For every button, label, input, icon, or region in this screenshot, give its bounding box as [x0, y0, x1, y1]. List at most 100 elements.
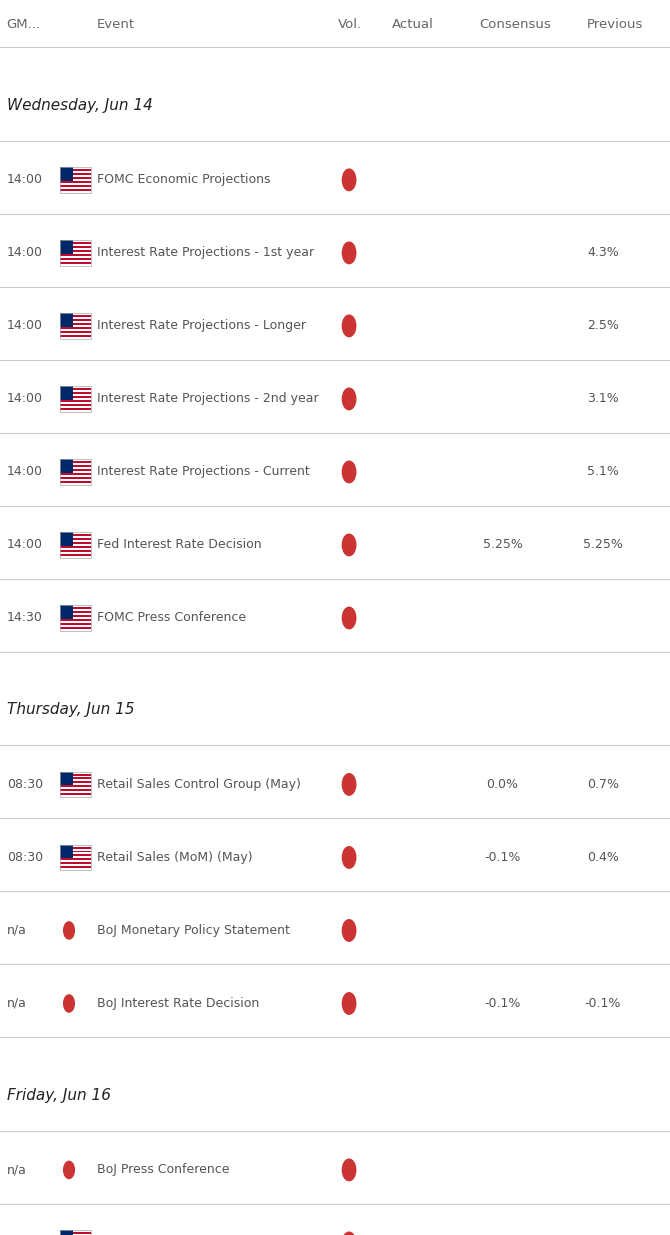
Bar	[60, 459, 72, 473]
Bar	[60, 1230, 72, 1235]
Text: Consensus: Consensus	[479, 17, 551, 31]
Text: 14:00: 14:00	[7, 393, 43, 405]
Text: BoJ Monetary Policy Statement: BoJ Monetary Policy Statement	[97, 924, 290, 937]
Text: 14:00: 14:00	[7, 247, 43, 259]
Text: 14:00: 14:00	[7, 466, 43, 478]
Text: Event: Event	[97, 17, 135, 31]
Text: 14:00: 14:00	[7, 320, 43, 332]
Text: 2.5%: 2.5%	[587, 320, 619, 332]
Bar	[60, 471, 91, 473]
Text: -0.1%: -0.1%	[484, 851, 521, 864]
Text: 0.0%: 0.0%	[486, 778, 519, 790]
Text: Vol.: Vol.	[338, 17, 362, 31]
Text: -0.1%: -0.1%	[585, 997, 621, 1010]
Text: FOMC Economic Projections: FOMC Economic Projections	[97, 173, 271, 186]
Bar	[60, 532, 72, 546]
Text: 5.1%: 5.1%	[587, 466, 619, 478]
Text: 08:30: 08:30	[7, 851, 43, 864]
Bar	[60, 312, 91, 315]
Bar	[60, 552, 91, 553]
Bar	[60, 605, 91, 631]
Bar	[60, 398, 91, 400]
Text: BoJ Interest Rate Decision: BoJ Interest Rate Decision	[97, 997, 259, 1010]
Bar	[60, 783, 91, 785]
Bar	[60, 625, 91, 627]
Bar	[60, 1230, 91, 1235]
Bar	[60, 387, 72, 400]
Text: Actual: Actual	[392, 17, 434, 31]
Bar	[60, 556, 91, 558]
Bar	[60, 186, 91, 189]
Bar	[60, 325, 91, 327]
Circle shape	[342, 535, 356, 556]
Bar	[60, 410, 91, 411]
Bar	[60, 317, 91, 319]
Bar	[60, 459, 91, 485]
Bar	[60, 387, 91, 411]
Bar	[60, 1230, 91, 1235]
Text: 08:30: 08:30	[7, 778, 43, 790]
Bar	[60, 532, 91, 558]
Circle shape	[342, 608, 356, 629]
Circle shape	[64, 921, 74, 939]
Bar	[60, 329, 91, 331]
Bar	[60, 483, 91, 485]
Bar	[60, 183, 91, 185]
Bar	[60, 312, 72, 327]
Bar	[60, 394, 91, 396]
Bar	[60, 856, 91, 858]
Bar	[60, 475, 91, 477]
Bar	[60, 845, 91, 846]
Bar	[60, 463, 91, 466]
Text: BoJ Press Conference: BoJ Press Conference	[97, 1163, 230, 1177]
Circle shape	[342, 1233, 356, 1235]
Circle shape	[342, 461, 356, 483]
Bar	[60, 167, 91, 169]
Text: 0.4%: 0.4%	[587, 851, 619, 864]
Text: Retail Sales (MoM) (May): Retail Sales (MoM) (May)	[97, 851, 253, 864]
Bar	[60, 605, 91, 608]
Bar	[60, 532, 91, 534]
Bar	[60, 613, 91, 615]
Bar	[60, 532, 91, 558]
Text: n/a: n/a	[7, 1163, 27, 1177]
Bar	[60, 264, 91, 266]
Bar	[60, 390, 91, 391]
Bar	[60, 1230, 91, 1233]
Bar	[60, 387, 91, 411]
Text: -0.1%: -0.1%	[484, 997, 521, 1010]
Text: Wednesday, Jun 14: Wednesday, Jun 14	[7, 98, 153, 112]
Bar	[60, 312, 91, 338]
Bar	[60, 540, 91, 542]
Bar	[60, 536, 91, 538]
Bar	[60, 248, 91, 249]
Bar	[60, 256, 91, 258]
Bar	[60, 321, 91, 322]
Text: GM...: GM...	[7, 17, 41, 31]
Bar	[60, 459, 91, 485]
Bar	[60, 776, 91, 778]
Text: 14:00: 14:00	[7, 538, 43, 552]
Bar	[60, 629, 91, 631]
Bar	[60, 245, 91, 246]
Bar	[60, 170, 91, 173]
Text: 5.25%: 5.25%	[583, 538, 623, 552]
Bar	[60, 618, 91, 619]
Bar	[60, 240, 91, 266]
Circle shape	[342, 993, 356, 1014]
Bar	[60, 401, 91, 404]
Text: n/a: n/a	[7, 924, 27, 937]
Bar	[60, 312, 91, 338]
Text: Fed Interest Rate Decision: Fed Interest Rate Decision	[97, 538, 262, 552]
Bar	[60, 621, 91, 622]
Bar	[60, 167, 91, 193]
Text: FOMC Press Conference: FOMC Press Conference	[97, 611, 247, 625]
Bar	[60, 337, 91, 338]
Bar	[60, 543, 91, 546]
Bar	[60, 387, 91, 388]
Text: 4.3%: 4.3%	[587, 247, 619, 259]
Circle shape	[342, 920, 356, 941]
Text: Previous: Previous	[586, 17, 643, 31]
Text: 14:00: 14:00	[7, 173, 43, 186]
Bar	[60, 772, 91, 798]
